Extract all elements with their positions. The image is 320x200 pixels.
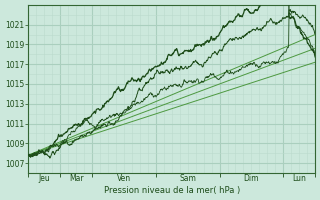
X-axis label: Pression niveau de la mer( hPa ): Pression niveau de la mer( hPa ) xyxy=(104,186,240,195)
